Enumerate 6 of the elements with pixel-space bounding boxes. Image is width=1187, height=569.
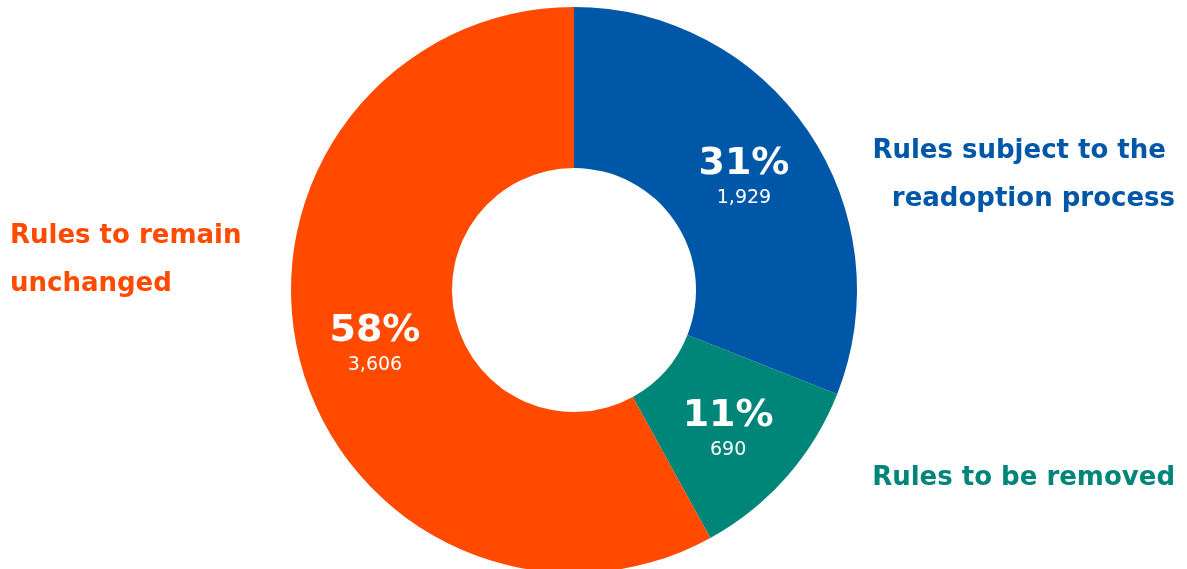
slice-label: Rules subject to the readoption process [872, 134, 1175, 213]
data-label: 31% 1,929 [698, 139, 790, 208]
data-label: 11% 690 [682, 390, 774, 459]
slice-label: Rules to remain unchanged [10, 219, 251, 298]
slice-label: Rules to be removed [872, 460, 1175, 491]
data-label: 58% 3,606 [329, 306, 421, 375]
